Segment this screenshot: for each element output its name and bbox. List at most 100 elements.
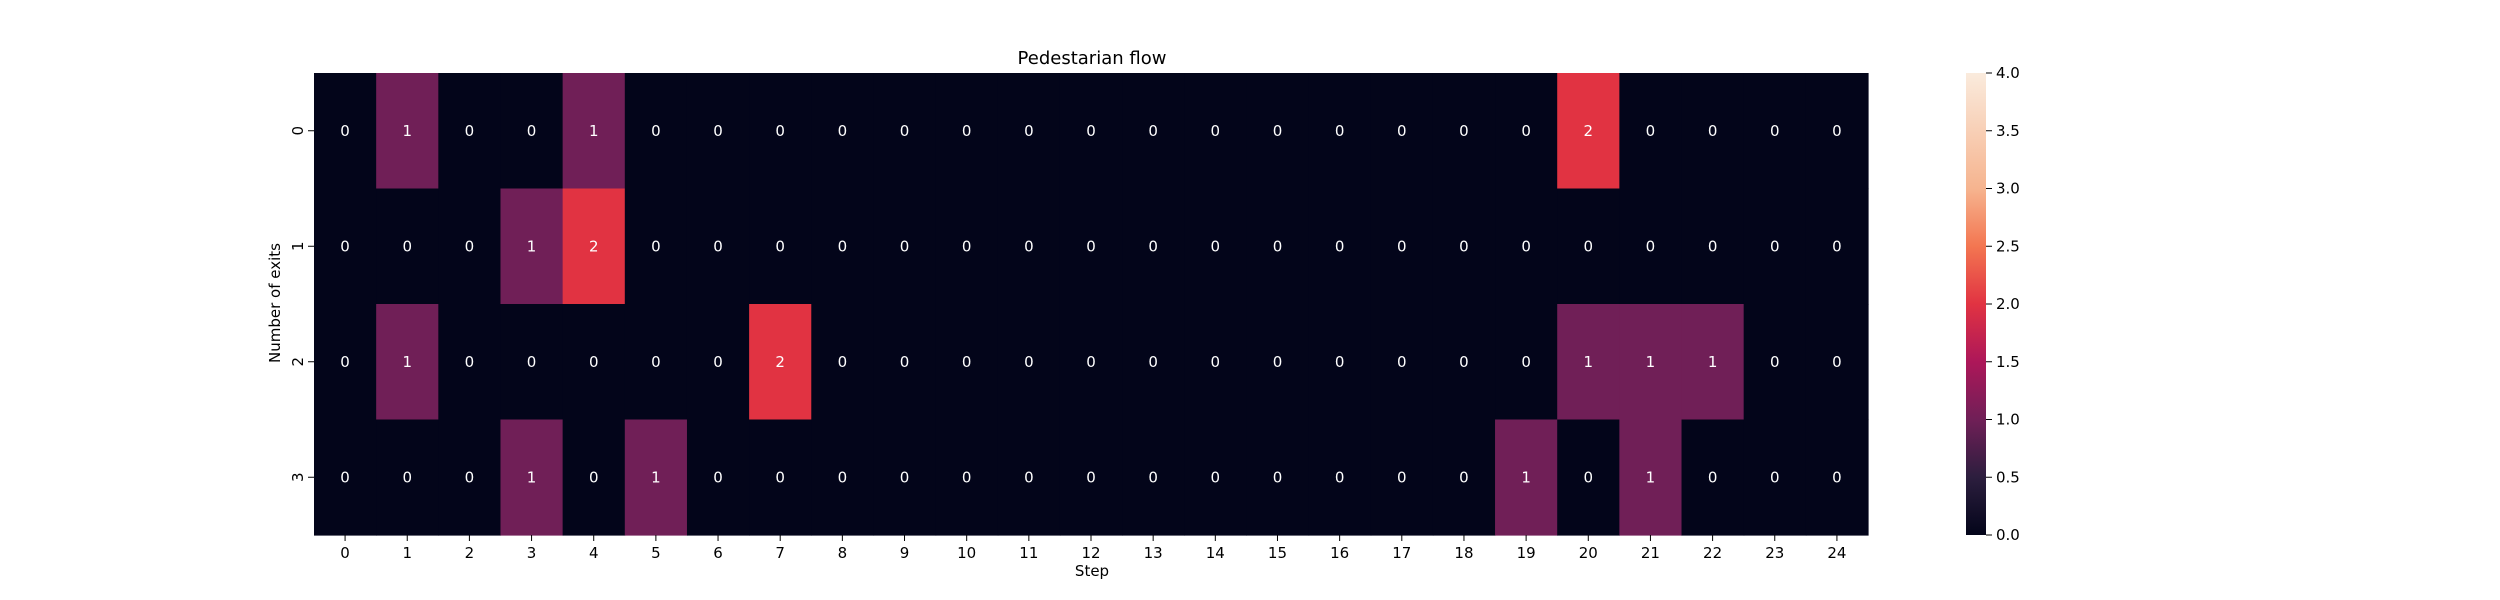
cell-value-label: 1 [1646, 353, 1656, 371]
cell-value-label: 1 [527, 468, 537, 486]
heatmap-cell [1495, 304, 1558, 421]
colorbar-tick-label: 3.0 [1996, 180, 2020, 198]
x-axis-ticks: 0 1 2 3 4 5 6 7 8 9 10 11 12 13 14 15 16 17 18 19 20 21 22 23 24 [340, 535, 1846, 562]
cell-value-label: 0 [1459, 353, 1469, 371]
x-tick-label: 24 [1827, 544, 1846, 562]
colorbar-tick-label: 4.0 [1996, 64, 2020, 82]
cell-value-label: 1 [589, 122, 599, 140]
cell-value-label: 0 [1024, 122, 1034, 140]
cell-value-label: 1 [651, 468, 661, 486]
cell-value-label: 0 [713, 353, 723, 371]
heatmap-cell [500, 419, 564, 536]
colorbar-tick-label: 1.0 [1996, 411, 2020, 429]
cell-value-label: 0 [1459, 122, 1469, 140]
heatmap-cell [1246, 73, 1310, 190]
cell-value-label: 2 [589, 237, 599, 255]
cell-value-label: 0 [838, 237, 848, 255]
cell-value-label: 0 [1521, 237, 1531, 255]
heatmap-cell [1743, 419, 1807, 536]
heatmap-cell [1557, 73, 1620, 190]
x-tick-label: 5 [651, 544, 661, 562]
heatmap-cell [1059, 419, 1123, 536]
heatmap-cell [1743, 73, 1807, 190]
cell-value-label: 0 [1086, 237, 1096, 255]
heatmap-cell [1059, 304, 1123, 421]
heatmap-cell [811, 188, 875, 305]
x-tick-label: 1 [402, 544, 412, 562]
x-tick-label: 14 [1206, 544, 1225, 562]
heatmap-cell [438, 188, 502, 305]
cell-value-label: 0 [1273, 122, 1283, 140]
cell-value-label: 1 [1646, 468, 1656, 486]
heatmap-cell [624, 419, 688, 536]
x-tick-label: 15 [1268, 544, 1287, 562]
cell-value-label: 0 [527, 353, 537, 371]
cell-value-label: 0 [465, 237, 475, 255]
x-tick-label: 17 [1392, 544, 1411, 562]
cell-value-label: 0 [900, 468, 910, 486]
cell-value-label: 0 [1832, 237, 1842, 255]
heatmap-cell [1059, 73, 1123, 190]
cell-value-label: 1 [527, 237, 537, 255]
heatmap-cell [1246, 419, 1310, 536]
cell-value-label: 0 [900, 122, 910, 140]
cell-value-label: 0 [1273, 237, 1283, 255]
heatmap-cell [1681, 304, 1745, 421]
heatmap-cell [1122, 304, 1185, 421]
heatmap-cell [314, 419, 377, 536]
y-tick-label: 0 [289, 126, 307, 136]
x-tick-label: 9 [900, 544, 910, 562]
cell-value-label: 0 [838, 353, 848, 371]
heatmap-cell [562, 73, 626, 190]
cell-value-label: 0 [1397, 122, 1407, 140]
colorbar-tick-label: 2.0 [1996, 295, 2020, 313]
x-tick-label: 3 [527, 544, 537, 562]
cell-value-label: 0 [340, 237, 350, 255]
heatmap-cell [562, 188, 626, 305]
cell-value-label: 0 [527, 122, 537, 140]
heatmap-cell [1370, 188, 1434, 305]
cell-value-label: 0 [775, 122, 785, 140]
colorbar-tick-label: 2.5 [1996, 237, 2020, 255]
heatmap-cell [624, 304, 688, 421]
x-tick-label: 7 [775, 544, 785, 562]
cell-value-label: 0 [465, 353, 475, 371]
colorbar-tick-label: 0.0 [1996, 526, 2020, 544]
heatmap-cell [624, 73, 688, 190]
cell-value-label: 0 [1024, 468, 1034, 486]
cell-value-label: 0 [1211, 468, 1221, 486]
heatmap-cell [624, 188, 688, 305]
heatmap-cell [1308, 304, 1372, 421]
x-tick-label: 8 [838, 544, 848, 562]
cell-value-label: 0 [1584, 237, 1594, 255]
cell-value-label: 0 [589, 353, 599, 371]
heatmap-cell [873, 188, 937, 305]
cell-value-label: 2 [775, 353, 785, 371]
cell-value-label: 0 [1646, 122, 1656, 140]
cell-value-label: 0 [1770, 468, 1780, 486]
heatmap-cell [1370, 73, 1434, 190]
heatmap-cell [873, 419, 937, 536]
cell-value-label: 0 [1708, 468, 1718, 486]
heatmap-cell [749, 304, 812, 421]
cell-value-label: 0 [1397, 353, 1407, 371]
heatmap-cell [686, 188, 750, 305]
cell-value-label: 0 [1273, 468, 1283, 486]
x-tick-label: 12 [1081, 544, 1100, 562]
x-tick-label: 11 [1019, 544, 1038, 562]
cell-value-label: 1 [1584, 353, 1594, 371]
heatmap-cell [438, 419, 502, 536]
heatmap-cell [997, 304, 1061, 421]
cell-value-label: 0 [1708, 122, 1718, 140]
heatmap-cell [935, 188, 999, 305]
heatmap-cell [1308, 188, 1372, 305]
cell-value-label: 0 [1832, 122, 1842, 140]
cell-value-label: 0 [1335, 353, 1345, 371]
cell-value-label: 0 [1211, 237, 1221, 255]
colorbar-tick-label: 3.5 [1996, 122, 2020, 140]
cell-value-label: 0 [775, 468, 785, 486]
heatmap-cell [1743, 304, 1807, 421]
heatmap-cell [749, 73, 812, 190]
heatmap-cell [1681, 73, 1745, 190]
heatmap-cell [997, 419, 1061, 536]
